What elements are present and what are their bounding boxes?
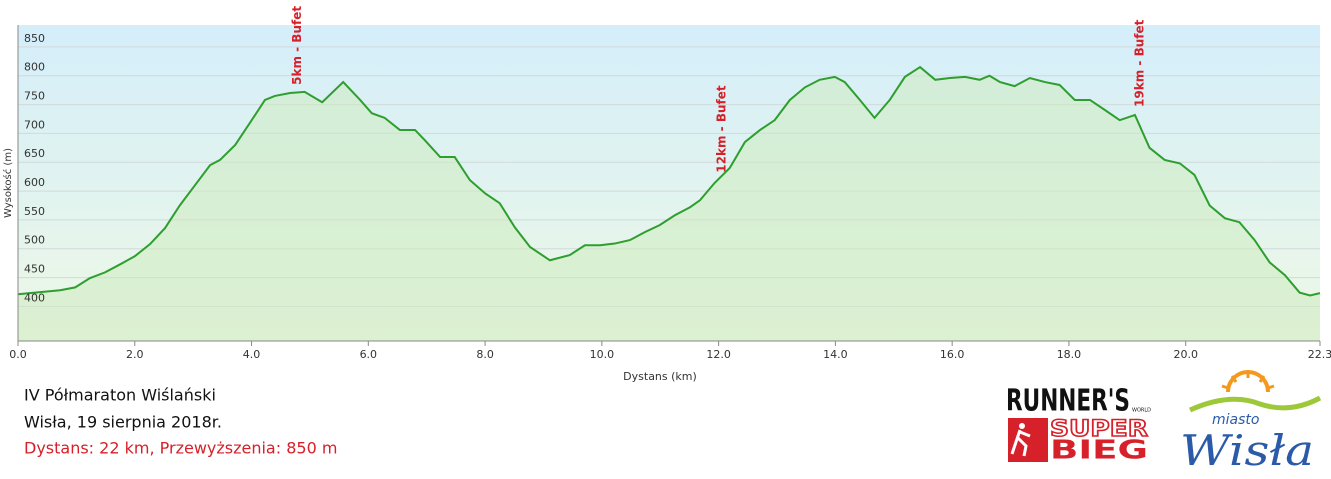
y-tick-label: 450 bbox=[24, 263, 45, 276]
x-tick-label: 16.0 bbox=[940, 348, 965, 361]
x-axis-label: Dystans (km) bbox=[623, 370, 697, 383]
plot bbox=[17, 65, 1321, 342]
x-tick-label: 6.0 bbox=[360, 348, 378, 361]
logo-runner-box bbox=[1008, 418, 1048, 462]
y-tick-label: 700 bbox=[24, 118, 45, 131]
event-date: Wisła, 19 sierpnia 2018r. bbox=[24, 413, 222, 432]
y-tick-label: 650 bbox=[24, 147, 45, 160]
logo-sun-rays bbox=[1221, 370, 1275, 390]
logo-bieg: BIEG bbox=[1050, 436, 1148, 466]
x-tick-label: 0.0 bbox=[9, 348, 27, 361]
event-title: IV Półmaraton Wiślański bbox=[24, 386, 216, 405]
y-tick-label: 400 bbox=[24, 291, 45, 304]
annotation: 19km - Bufet bbox=[1132, 19, 1146, 107]
y-tick-label: 750 bbox=[24, 90, 45, 103]
runners-logo: RUNNER'S WORLD SUPER BIEG bbox=[1006, 384, 1151, 466]
logo-miasto: miasto bbox=[1212, 412, 1259, 428]
x-tick-label: 12.0 bbox=[706, 348, 731, 361]
logo-wisla: Wisła bbox=[1180, 426, 1314, 475]
x-tick-label: 10.0 bbox=[590, 348, 615, 361]
logo-world: WORLD bbox=[1132, 408, 1151, 414]
x-tick-label: 4.0 bbox=[243, 348, 261, 361]
annotation: 5km - Bufet bbox=[290, 6, 304, 85]
x-tick-label: 20.0 bbox=[1173, 348, 1198, 361]
x-tick-label: 18.0 bbox=[1057, 348, 1082, 361]
annotation: 12km - Bufet bbox=[714, 85, 728, 173]
y-tick-label: 500 bbox=[24, 234, 45, 247]
event-stats: Dystans: 22 km, Przewyższenia: 850 m bbox=[24, 439, 337, 458]
logo-hills bbox=[1188, 395, 1322, 413]
x-tick-label: 8.0 bbox=[476, 348, 494, 361]
y-tick-label: 800 bbox=[24, 61, 45, 74]
elevation-line bbox=[17, 65, 1321, 297]
logo-runners: RUNNER'S bbox=[1006, 384, 1130, 419]
y-tick-label: 600 bbox=[24, 176, 45, 189]
area-fill bbox=[18, 67, 1320, 342]
x-tick-label: 22.3 bbox=[1308, 348, 1331, 361]
logo-runner-head bbox=[1019, 423, 1025, 429]
y-axis-label: Wysokość (m) bbox=[2, 148, 14, 218]
x-tick-label: 14.0 bbox=[823, 348, 848, 361]
wisla-logo: miasto Wisła bbox=[1180, 370, 1322, 475]
y-tick-label: 850 bbox=[24, 32, 45, 45]
logo-super: SUPER bbox=[1050, 417, 1148, 442]
x-tick-label: 2.0 bbox=[126, 348, 144, 361]
logo-runner bbox=[1010, 429, 1031, 457]
y-tick-label: 550 bbox=[24, 205, 45, 218]
